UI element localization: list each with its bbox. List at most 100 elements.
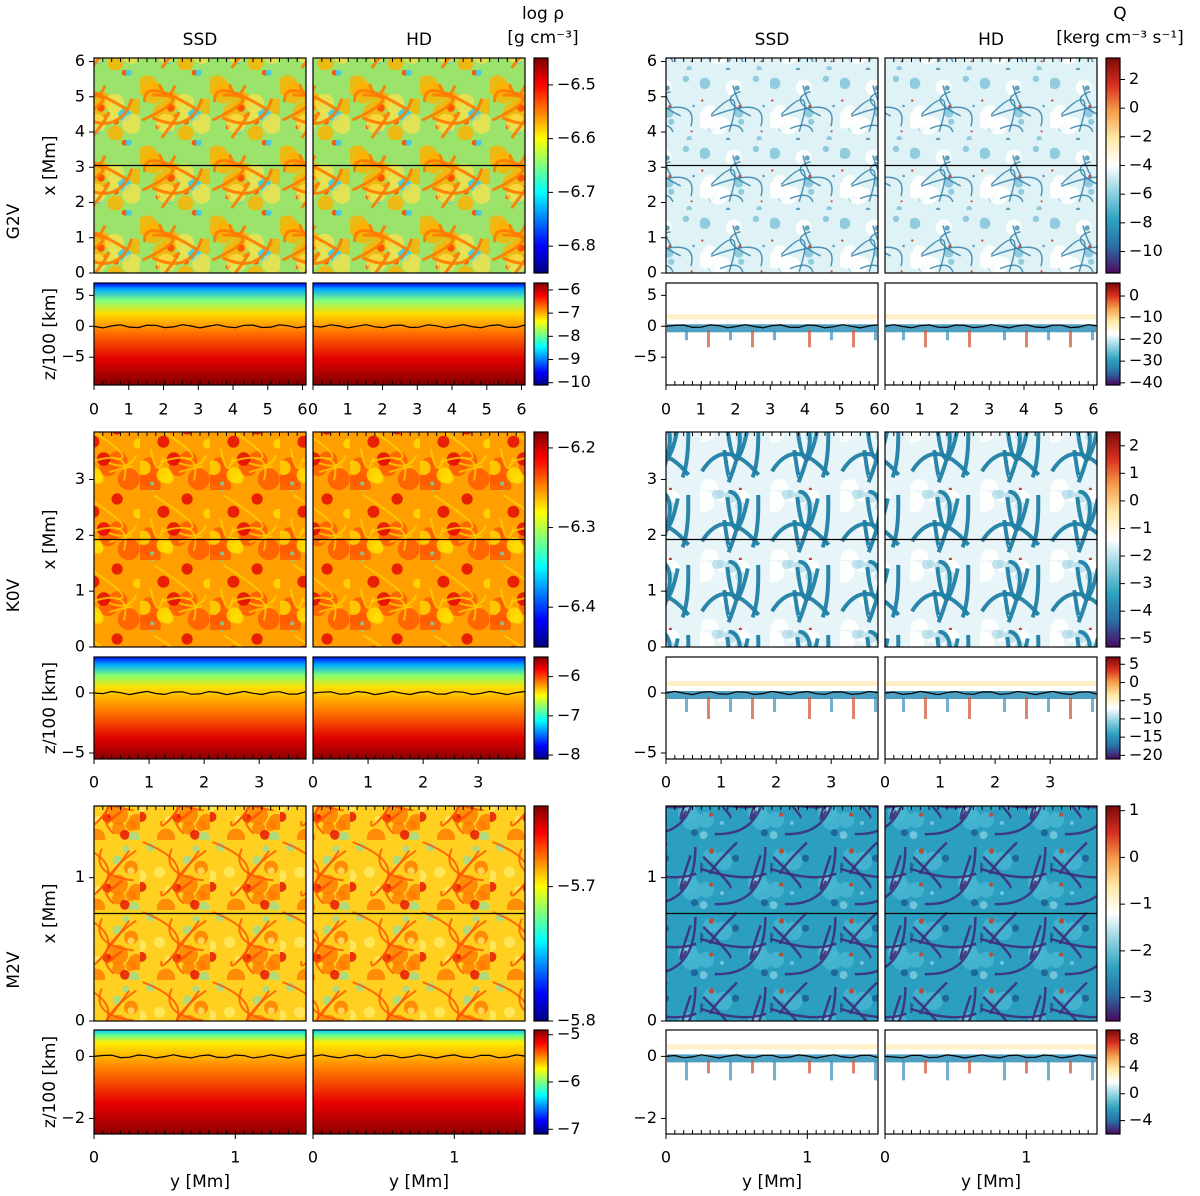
colorbar-tick-label: −6.8 xyxy=(557,236,596,255)
plume xyxy=(1091,1060,1094,1081)
x-tick-label: 6 xyxy=(297,400,307,419)
plume xyxy=(1047,697,1050,712)
colorbar-tick-label: −4 xyxy=(1129,1110,1153,1129)
x-tick-label: 5 xyxy=(1054,400,1064,419)
x-axis-label: x [Mm] xyxy=(40,510,60,570)
y-tick-label: 5 xyxy=(75,86,85,105)
heating-z-slice xyxy=(665,656,879,760)
colorbar-tick-label: −1 xyxy=(1129,894,1153,913)
y-tick-label: 1 xyxy=(75,581,85,600)
plume xyxy=(729,1060,732,1081)
column-title-2: HD xyxy=(406,30,432,50)
colorbar-tick-label: −6.4 xyxy=(557,597,596,616)
row-label-m2v: M2V xyxy=(4,951,24,988)
x-tick-label: 0 xyxy=(661,773,671,792)
plume xyxy=(902,1060,905,1081)
plume xyxy=(874,1060,877,1081)
density-colorbar-unit: [g cm⁻³] xyxy=(507,28,578,48)
plume xyxy=(874,697,877,712)
z-tick-label: 5 xyxy=(647,285,657,304)
plume xyxy=(902,330,905,341)
plume xyxy=(1025,330,1028,348)
plume xyxy=(808,330,811,348)
density-colorbar xyxy=(533,1029,549,1135)
colorbar-tick-label: −6 xyxy=(557,666,581,685)
x-tick-label: 0 xyxy=(308,1148,318,1167)
x-axis-label: x [Mm] xyxy=(40,136,60,196)
plume xyxy=(852,697,855,719)
heating-layer xyxy=(886,1054,1096,1063)
y-tick-label: 1 xyxy=(75,227,85,246)
y-tick-label: 2 xyxy=(75,525,85,544)
plume xyxy=(924,330,927,348)
tau-unity-line xyxy=(665,324,879,329)
y-tick-label: 1 xyxy=(647,581,657,600)
x-tick-label: 0 xyxy=(661,400,671,419)
heating-layer xyxy=(667,324,877,333)
colorbar-tick-label: −5 xyxy=(1129,628,1153,647)
colorbar-tick-label: −3 xyxy=(1129,573,1153,592)
y-tick-label: 0 xyxy=(75,263,85,282)
y-tick-label: 3 xyxy=(75,469,85,488)
density-z-slice xyxy=(93,1029,307,1135)
x-tick-label: 1 xyxy=(915,400,925,419)
x-tick-label: 2 xyxy=(990,773,1000,792)
colorbar-tick-label: −6 xyxy=(1129,184,1153,203)
density-colorbar xyxy=(533,57,549,274)
x-axis-label: x [Mm] xyxy=(40,884,60,944)
colorbar-tick-label: −2 xyxy=(1129,940,1153,959)
density-colorbar xyxy=(533,656,549,760)
column-title-1: SSD xyxy=(183,30,218,50)
plume xyxy=(773,330,776,341)
y-tick-label: 2 xyxy=(647,192,657,211)
tau-unity-line xyxy=(312,690,526,696)
heating-layer xyxy=(886,691,1096,699)
z-tick-label: −2 xyxy=(61,1108,85,1127)
y-tick-label: 2 xyxy=(75,192,85,211)
y-tick-label: 1 xyxy=(647,867,657,886)
tau-unity-line xyxy=(884,1054,1098,1059)
x-tick-label: 4 xyxy=(800,400,810,419)
plume xyxy=(1069,697,1072,719)
heating-colorbar xyxy=(1105,282,1121,386)
plume xyxy=(968,697,971,719)
x-tick-label: 4 xyxy=(228,400,238,419)
plume xyxy=(729,330,732,341)
plume xyxy=(808,697,811,719)
colorbar-tick-label: −2 xyxy=(1129,126,1153,145)
tau-unity-line xyxy=(93,690,307,696)
heating-colorbar xyxy=(1105,805,1121,1022)
x-tick-label: 0 xyxy=(308,400,318,419)
heating-colorbar xyxy=(1105,656,1121,760)
x-tick-label: 2 xyxy=(730,400,740,419)
x-tick-label: 2 xyxy=(199,773,209,792)
plume xyxy=(1025,697,1028,719)
colorbar-tick-label: −3 xyxy=(1129,987,1153,1006)
y-tick-label: 3 xyxy=(75,157,85,176)
row-label-k0v: K0V xyxy=(4,578,24,612)
x-tick-label: 1 xyxy=(449,1148,459,1167)
x-tick-label: 1 xyxy=(802,1148,812,1167)
x-tick-label: 5 xyxy=(482,400,492,419)
x-tick-label: 5 xyxy=(263,400,273,419)
density-z-slice xyxy=(312,1029,526,1135)
x-tick-label: 3 xyxy=(826,773,836,792)
plume xyxy=(808,1060,811,1074)
x-tick-label: 0 xyxy=(308,773,318,792)
x-tick-label: 2 xyxy=(377,400,387,419)
colorbar-tick-label: −6.2 xyxy=(557,437,596,456)
plume xyxy=(968,330,971,348)
heating-above xyxy=(886,681,1096,686)
plume xyxy=(685,697,688,712)
plume xyxy=(773,1060,776,1081)
heating-above xyxy=(886,1044,1096,1050)
z-tick-label: 0 xyxy=(647,1046,657,1065)
colorbar-tick-label: −6.3 xyxy=(557,517,596,536)
colorbar-tick-label: −6.5 xyxy=(557,74,596,93)
column-title-4: HD xyxy=(978,30,1004,50)
plume xyxy=(751,1060,754,1074)
tau-unity-line xyxy=(884,690,1098,696)
tau-unity-line xyxy=(312,1054,526,1059)
x-tick-label: 0 xyxy=(89,773,99,792)
plume xyxy=(852,1060,855,1074)
